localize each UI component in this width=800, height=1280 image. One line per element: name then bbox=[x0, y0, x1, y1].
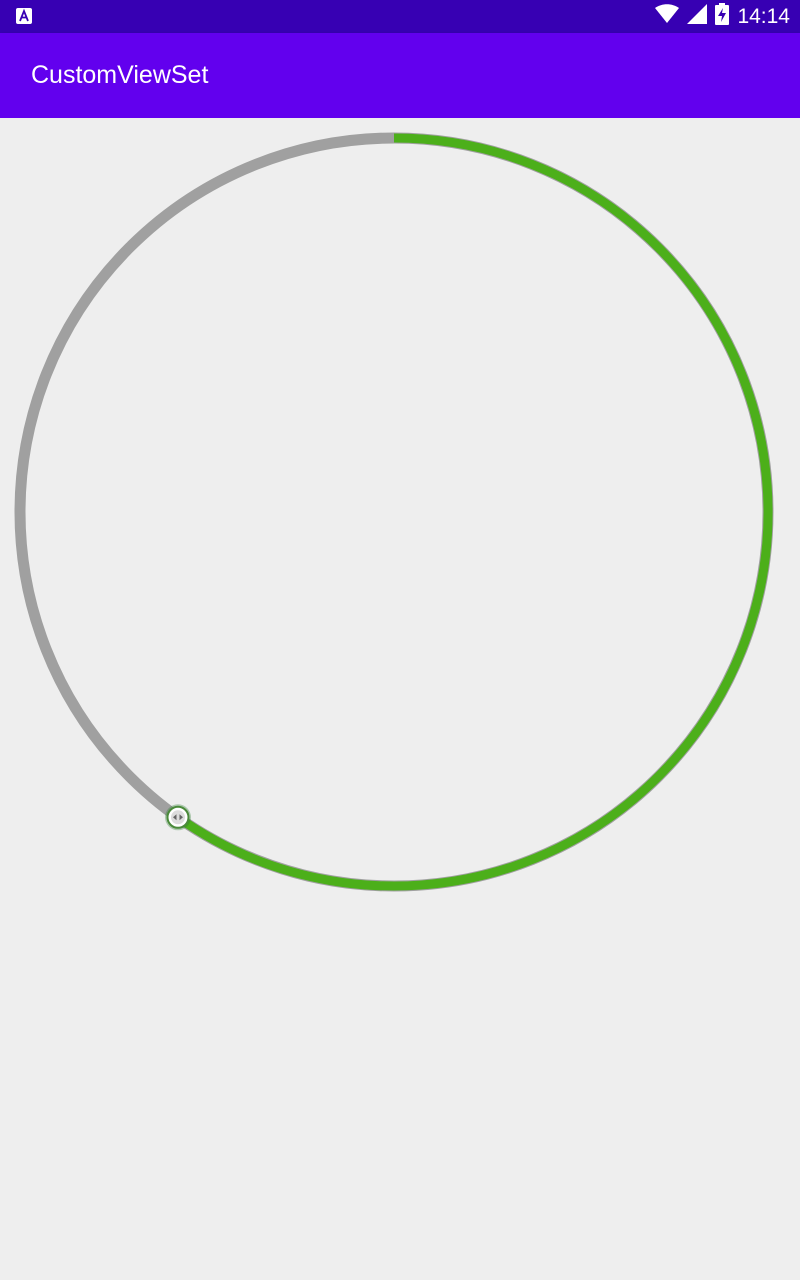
left-right-arrows-icon bbox=[172, 814, 183, 821]
app-title: CustomViewSet bbox=[31, 61, 209, 89]
battery-charging-icon bbox=[715, 3, 730, 30]
content-area bbox=[0, 118, 800, 1280]
cell-signal-icon bbox=[687, 4, 708, 29]
status-bar: 14:14 bbox=[0, 0, 800, 33]
accessibility-a-icon bbox=[16, 8, 32, 24]
wifi-icon bbox=[655, 4, 680, 29]
seekbar-thumb[interactable] bbox=[164, 804, 191, 831]
app-bar: CustomViewSet bbox=[0, 33, 800, 118]
status-icons: 14:14 bbox=[655, 0, 790, 33]
status-time: 14:14 bbox=[737, 5, 790, 28]
circular-seekbar[interactable] bbox=[0, 118, 800, 918]
seekbar-progress-arc[interactable] bbox=[175, 133, 773, 891]
